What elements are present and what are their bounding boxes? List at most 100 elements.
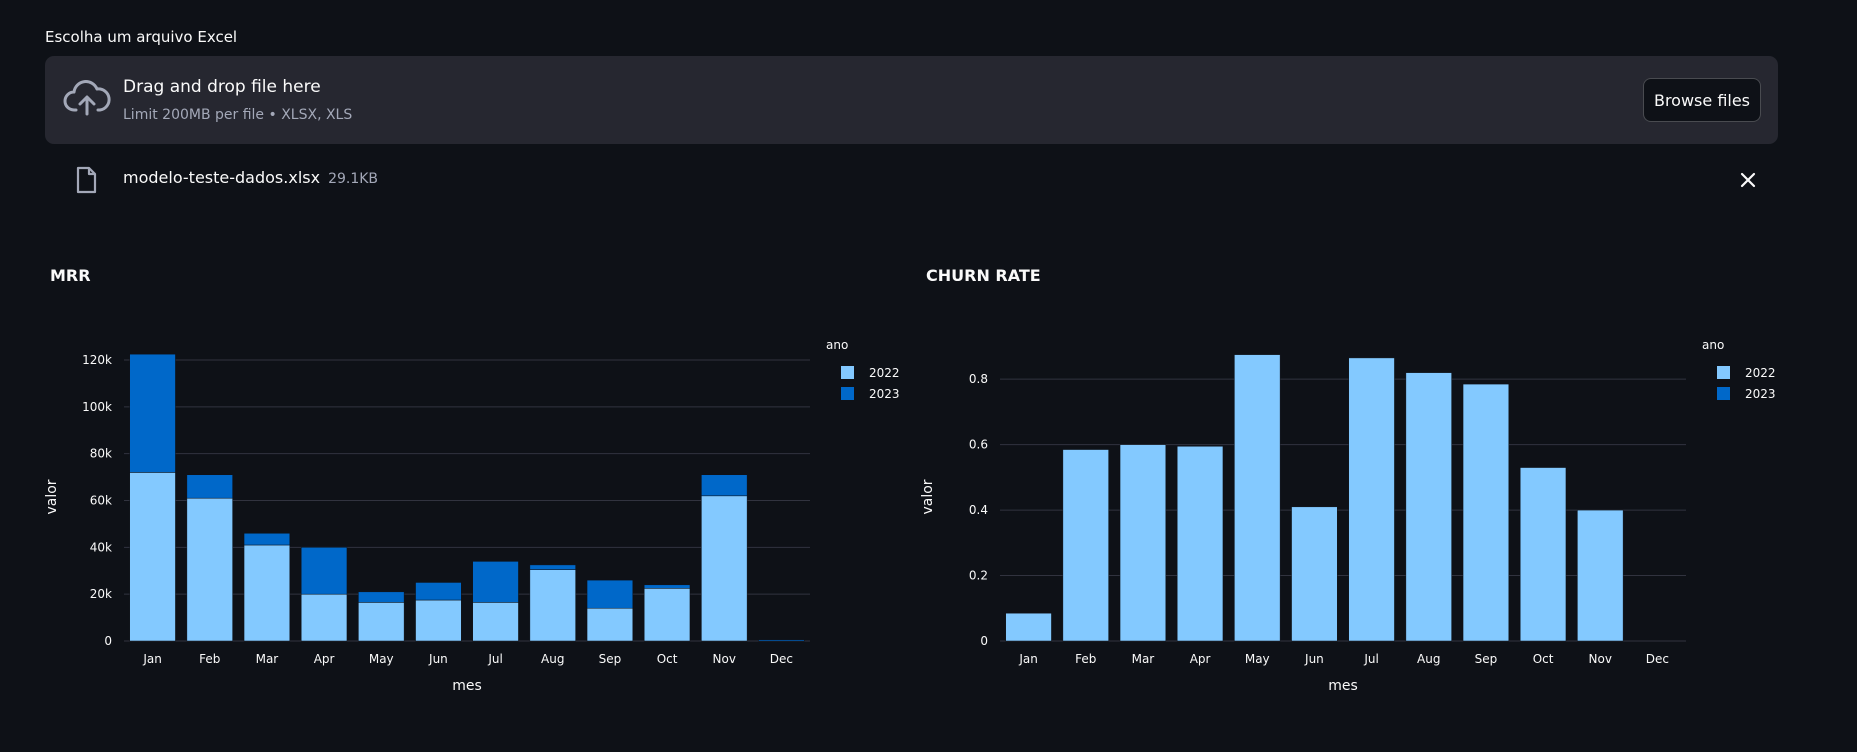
bar-aug-2022[interactable] [1405, 372, 1452, 642]
legend-title: ano [1702, 338, 1724, 352]
x-tick-label: Apr [1190, 652, 1211, 666]
x-tick-label: Jun [428, 652, 448, 666]
x-tick-label: Apr [314, 652, 335, 666]
x-tick-label: Mar [256, 652, 279, 666]
bar-nov-2022[interactable] [1577, 509, 1624, 642]
x-tick-label: Sep [599, 652, 622, 666]
x-tick-label: Dec [1646, 652, 1669, 666]
bar-jul-2023[interactable] [472, 561, 519, 603]
mrr-bar-chart: 0 20k 40k 60k 80k 100k 120k Jan Feb Mar Apr May Jun J… [44, 338, 900, 694]
x-tick-label: Feb [1075, 652, 1096, 666]
x-tick-label: Aug [541, 652, 564, 666]
x-tick-label: Aug [1417, 652, 1440, 666]
bar-apr-2022[interactable] [300, 593, 348, 642]
y-tick-label: 100k [82, 400, 112, 414]
bar-feb-2022[interactable] [186, 497, 233, 642]
x-tick-label: Feb [199, 652, 220, 666]
y-axis-title: valor [44, 479, 60, 514]
legend-label[interactable]: 2023 [1745, 387, 1776, 401]
bar-may-2023[interactable] [358, 591, 405, 603]
bar-mar-2022[interactable] [243, 544, 291, 642]
legend-label[interactable]: 2022 [869, 366, 900, 380]
y-tick-label: 40k [90, 540, 112, 554]
bar-feb-2022[interactable] [1062, 449, 1109, 642]
bar-nov-2022[interactable] [701, 495, 748, 642]
bar-jan-2023[interactable] [129, 353, 176, 473]
x-tick-label: Oct [657, 652, 678, 666]
bar-apr-2022[interactable] [1176, 446, 1224, 642]
uploader-label: Escolha um arquivo Excel [45, 28, 238, 46]
bar-jul-2022[interactable] [472, 602, 519, 642]
legend-swatch-2022[interactable] [1717, 366, 1730, 379]
bar-mar-2022[interactable] [1119, 444, 1167, 642]
file-name-text: modelo-teste-dados.xlsx [123, 168, 321, 187]
churn-chart-title: CHURN RATE [926, 266, 1041, 285]
bar-oct-2022[interactable] [1519, 467, 1567, 642]
y-tick-label: 120k [82, 353, 112, 367]
x-tick-label: Nov [713, 652, 736, 666]
bar-nov-2023[interactable] [701, 474, 748, 497]
churn-rate-bar-chart: 0 0.2 0.4 0.6 0.8 Jan Feb Mar Apr May Jun Jul Aug Sep… [920, 338, 1776, 694]
bar-mar-2023[interactable] [243, 533, 291, 546]
bar-jun-2022[interactable] [1291, 506, 1338, 642]
y-tick-label: 0.8 [969, 372, 988, 386]
dropzone-title: Drag and drop file here [123, 77, 321, 97]
y-tick-label: 0.6 [969, 438, 988, 452]
bar-jan-2022[interactable] [129, 472, 176, 642]
bar-jun-2022[interactable] [415, 599, 462, 642]
bar-aug-2022[interactable] [529, 569, 576, 642]
browse-files-button[interactable]: Browse files [1643, 78, 1761, 122]
y-tick-label: 0 [104, 634, 112, 648]
y-tick-label: 60k [90, 494, 112, 508]
file-icon [76, 166, 97, 194]
bar-apr-2023[interactable] [300, 547, 348, 595]
x-axis-title: mes [1328, 678, 1358, 694]
legend-title: ano [826, 338, 848, 352]
bar-jan-2022[interactable] [1005, 612, 1052, 642]
x-tick-label: Dec [770, 652, 793, 666]
bar-feb-2023[interactable] [186, 474, 233, 499]
y-tick-label: 20k [90, 587, 112, 601]
bar-oct-2022[interactable] [643, 588, 691, 642]
x-tick-label: May [1245, 652, 1270, 666]
mrr-chart-title: MRR [50, 266, 91, 285]
x-tick-label: Nov [1589, 652, 1612, 666]
y-tick-label: 0.4 [969, 503, 988, 517]
bar-sep-2022[interactable] [1462, 383, 1510, 642]
bar-dec-2023[interactable] [758, 639, 805, 642]
bar-jun-2023[interactable] [415, 582, 462, 601]
dropzone-limit-text: Limit 200MB per file • XLSX, XLS [123, 107, 353, 123]
legend-swatch-2022[interactable] [841, 366, 854, 379]
x-tick-label: Oct [1533, 652, 1554, 666]
x-tick-label: Jan [1018, 652, 1038, 666]
uploaded-file-name: modelo-teste-dados.xlsx 29.1KB [123, 168, 378, 187]
bar-sep-2022[interactable] [586, 607, 634, 642]
bar-oct-2023[interactable] [643, 584, 691, 589]
x-tick-label: Jul [487, 652, 502, 666]
x-tick-label: Jan [142, 652, 162, 666]
y-tick-label: 0.2 [969, 569, 988, 583]
x-tick-label: Jul [1363, 652, 1378, 666]
x-tick-label: May [369, 652, 394, 666]
legend-swatch-2023[interactable] [1717, 387, 1730, 400]
x-axis-title: mes [452, 678, 482, 694]
x-tick-label: Jun [1304, 652, 1324, 666]
bar-jul-2022[interactable] [1348, 357, 1395, 642]
file-dropzone[interactable]: Drag and drop file here Limit 200MB per … [45, 56, 1778, 144]
legend-label[interactable]: 2023 [869, 387, 900, 401]
x-tick-label: Sep [1475, 652, 1498, 666]
file-size-text: 29.1KB [328, 171, 379, 187]
cloud-upload-icon [63, 80, 111, 116]
bar-aug-2023[interactable] [529, 564, 576, 570]
legend-label[interactable]: 2022 [1745, 366, 1776, 380]
bar-sep-2023[interactable] [586, 579, 634, 609]
y-tick-label: 0 [980, 634, 988, 648]
remove-file-close-icon[interactable] [1736, 168, 1760, 192]
y-tick-label: 80k [90, 447, 112, 461]
x-tick-label: Mar [1132, 652, 1155, 666]
bar-may-2022[interactable] [358, 602, 405, 642]
y-axis-title: valor [920, 479, 936, 514]
bar-may-2022[interactable] [1234, 354, 1281, 642]
legend-swatch-2023[interactable] [841, 387, 854, 400]
